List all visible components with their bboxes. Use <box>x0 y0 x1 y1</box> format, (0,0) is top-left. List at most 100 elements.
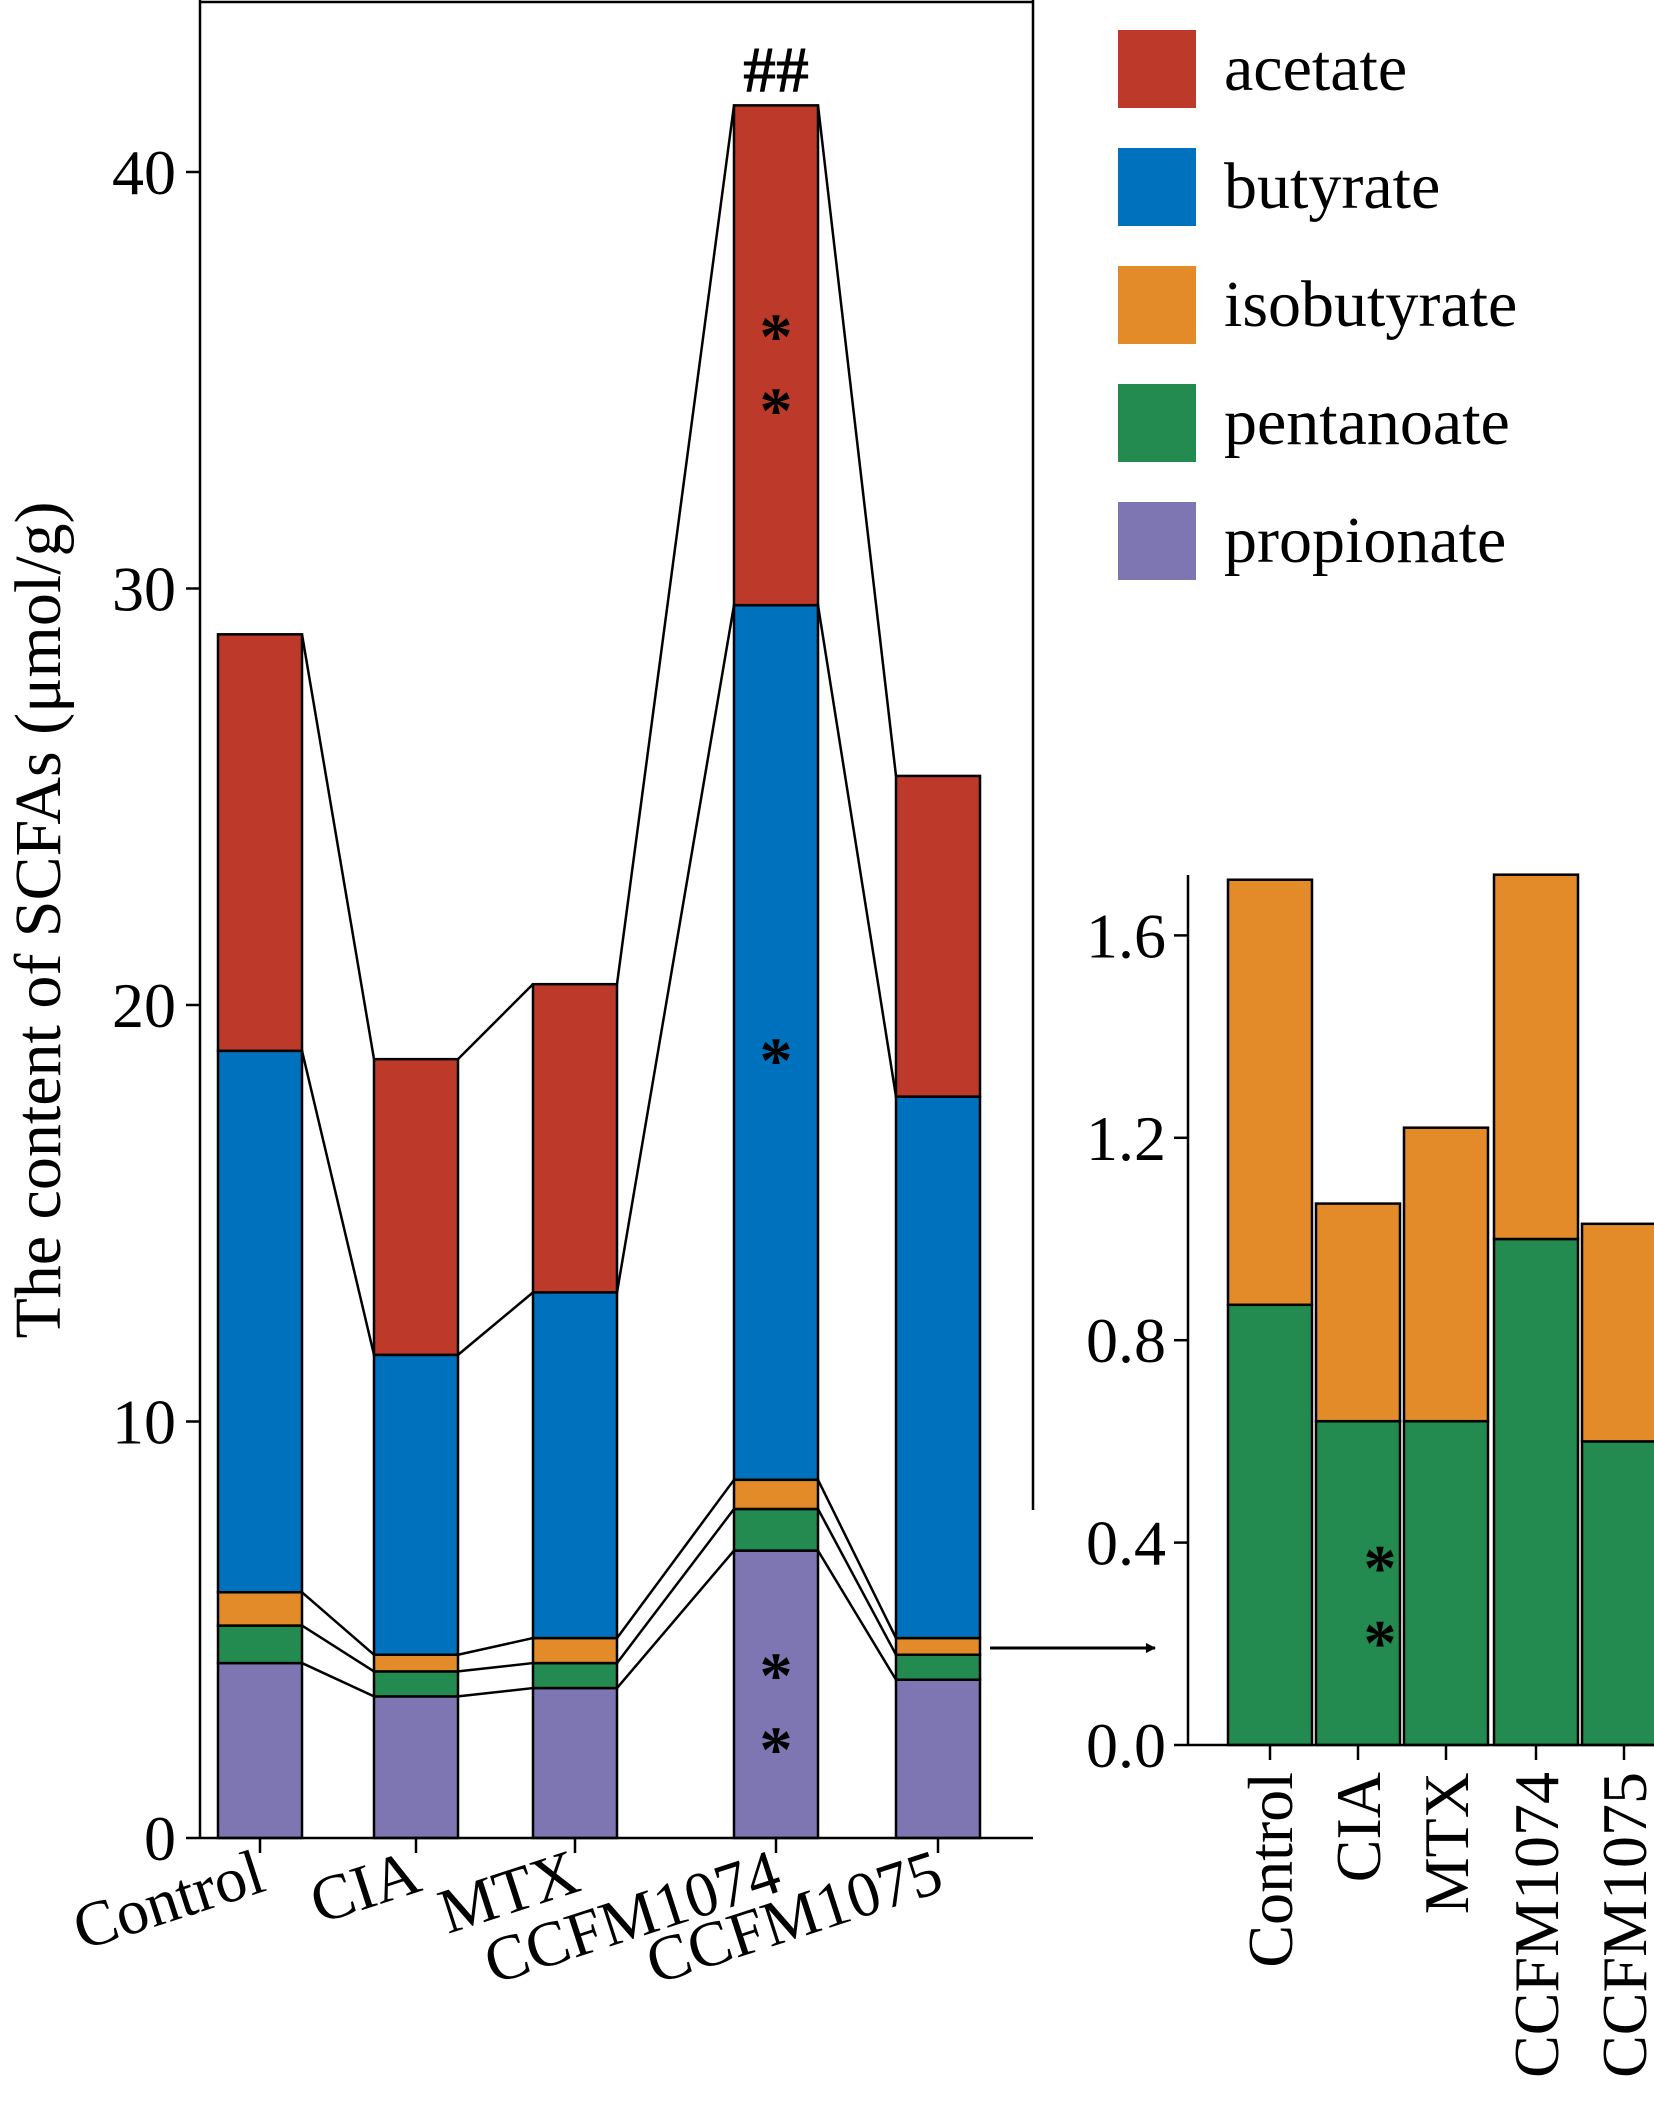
main-y-tick-label: 10 <box>112 1387 176 1458</box>
connector-line <box>457 1291 534 1356</box>
inset-bar-control-isobutyrate <box>1226 878 1314 1307</box>
legend-swatch-acetate <box>1118 30 1196 108</box>
connector-line <box>615 105 736 985</box>
connector-line <box>300 1050 376 1356</box>
bar-mtx-isobutyrate <box>531 1636 619 1665</box>
legend-swatch-butyrate <box>1118 148 1196 226</box>
bar-cia-isobutyrate <box>372 1653 460 1673</box>
bar-control-propionate <box>216 1661 304 1840</box>
connector-line <box>457 983 534 1061</box>
bar-control-acetate <box>216 633 304 1053</box>
inset-x-tick-label-mtx: MTX <box>1411 1772 1482 1914</box>
main-x-tick-label-ccfm1075: CCFM1075 <box>637 1836 950 1998</box>
connector-line <box>301 1591 375 1656</box>
connector-line <box>300 634 376 1060</box>
inset-significance-mark-asterisk: * <box>1364 1607 1397 1680</box>
significance-mark-asterisk: * <box>760 374 793 447</box>
main-bars <box>216 104 982 1840</box>
bar-cia-acetate <box>372 1057 460 1357</box>
inset-x-tick-label-ccfm1074: CCFM1074 <box>1501 1772 1572 2078</box>
connector-line <box>457 1636 534 1656</box>
inset-bar-cia-pentanoate <box>1314 1419 1402 1747</box>
inset-y-ticks: 0.0 0.4 0.8 1.2 1.6 <box>1086 900 1188 1781</box>
main-y-tick-label: 20 <box>112 970 176 1041</box>
connector-line <box>816 1479 898 1639</box>
significance-mark-asterisk: * <box>760 1713 793 1786</box>
inset-bar-mtx-isobutyrate <box>1402 1126 1490 1423</box>
inset-x-ticks: Control CIA MTX CCFM1074 CCFM1075 <box>1235 1745 1654 2078</box>
main-y-tick-label: 40 <box>112 137 176 208</box>
connector-line <box>457 1661 534 1673</box>
bar-mtx-pentanoate <box>531 1661 619 1690</box>
main-connector-lines <box>300 105 898 1698</box>
inset-x-tick-label-cia: CIA <box>1323 1772 1394 1882</box>
main-significance-marks: *****## <box>743 33 809 1786</box>
bar-cia-pentanoate <box>372 1670 460 1698</box>
inset-bar-ccfm1074-pentanoate <box>1492 1237 1580 1747</box>
inset-x-tick-label-ccfm1075: CCFM1075 <box>1589 1772 1654 2078</box>
inset-bar-control-pentanoate <box>1226 1303 1314 1747</box>
significance-mark-asterisk: * <box>760 1024 793 1097</box>
inset-x-tick-label-control: Control <box>1235 1772 1306 1968</box>
bar-mtx-acetate <box>531 982 619 1294</box>
inset-bar-ccfm1074-isobutyrate <box>1492 873 1580 1241</box>
inset-y-tick-label: 1.6 <box>1086 900 1166 971</box>
inset-stacked-bar-chart: ** 0.0 0.4 0.8 1.2 1.6 Control CIA MTX CCFM1074… <box>1086 873 1654 2078</box>
bar-ccfm1074-isobutyrate <box>732 1478 820 1511</box>
bar-ccfm1075-butyrate <box>894 1095 982 1640</box>
bar-ccfm1075-acetate <box>894 774 982 1098</box>
legend-swatch-pentanoate <box>1118 384 1196 462</box>
main-y-ticks: 0 10 20 30 40 <box>112 137 200 1874</box>
connector-line <box>616 1549 735 1689</box>
legend-swatch-isobutyrate <box>1118 266 1196 344</box>
inset-bar-mtx-pentanoate <box>1402 1419 1490 1747</box>
bar-control-isobutyrate <box>216 1591 304 1627</box>
connector-line <box>816 105 898 777</box>
significance-mark-hash: ## <box>743 33 809 106</box>
inset-significance-mark-asterisk: * <box>1364 1532 1397 1605</box>
bar-mtx-propionate <box>531 1686 619 1840</box>
bar-ccfm1075-propionate <box>894 1678 982 1840</box>
bar-cia-propionate <box>372 1695 460 1840</box>
legend-label-butyrate: butyrate <box>1224 150 1440 223</box>
legend-swatch-propionate <box>1118 502 1196 580</box>
significance-mark-asterisk: * <box>760 300 793 373</box>
connector-line <box>616 1508 735 1664</box>
inset-y-tick-label: 0.8 <box>1086 1305 1166 1376</box>
inset-y-tick-label: 0.0 <box>1086 1710 1166 1781</box>
inset-y-tick-label: 0.4 <box>1086 1508 1166 1579</box>
connector-line <box>615 1479 736 1639</box>
inset-bar-cia-isobutyrate <box>1314 1202 1402 1423</box>
bar-control-butyrate <box>216 1049 304 1594</box>
legend-label-isobutyrate: isobutyrate <box>1224 268 1517 341</box>
connector-line <box>457 1686 534 1698</box>
inset-bars <box>1226 873 1654 1747</box>
main-y-tick-label: 30 <box>112 554 176 625</box>
connector-line <box>816 1549 898 1681</box>
legend: acetate butyrate isobutyrate pentanoate prop… <box>1118 30 1517 580</box>
legend-label-propionate: propionate <box>1224 504 1506 577</box>
main-y-tick-label: 0 <box>144 1803 176 1874</box>
main-y-axis-label: The content of SCFAs (μmol/g) <box>2 501 75 1338</box>
connector-line <box>301 1624 375 1673</box>
connector-line <box>816 604 898 1097</box>
connector-line <box>816 1508 898 1656</box>
bar-cia-butyrate <box>372 1353 460 1656</box>
bar-ccfm1074-pentanoate <box>732 1507 820 1552</box>
inset-bar-ccfm1075-isobutyrate <box>1580 1222 1654 1443</box>
bar-control-pentanoate <box>216 1624 304 1665</box>
main-x-tick-label-cia: CIA <box>302 1836 429 1938</box>
connector-line <box>615 604 736 1293</box>
inset-significance-marks: ** <box>1364 1532 1397 1680</box>
bar-ccfm1075-pentanoate <box>894 1653 982 1681</box>
inset-bar-ccfm1075-pentanoate <box>1580 1440 1654 1747</box>
connector-line <box>301 1661 375 1698</box>
significance-mark-asterisk: * <box>760 1639 793 1712</box>
bar-ccfm1074-acetate <box>732 104 820 607</box>
bar-ccfm1075-isobutyrate <box>894 1636 982 1656</box>
legend-label-acetate: acetate <box>1224 32 1407 105</box>
legend-label-pentanoate: pentanoate <box>1224 386 1510 459</box>
